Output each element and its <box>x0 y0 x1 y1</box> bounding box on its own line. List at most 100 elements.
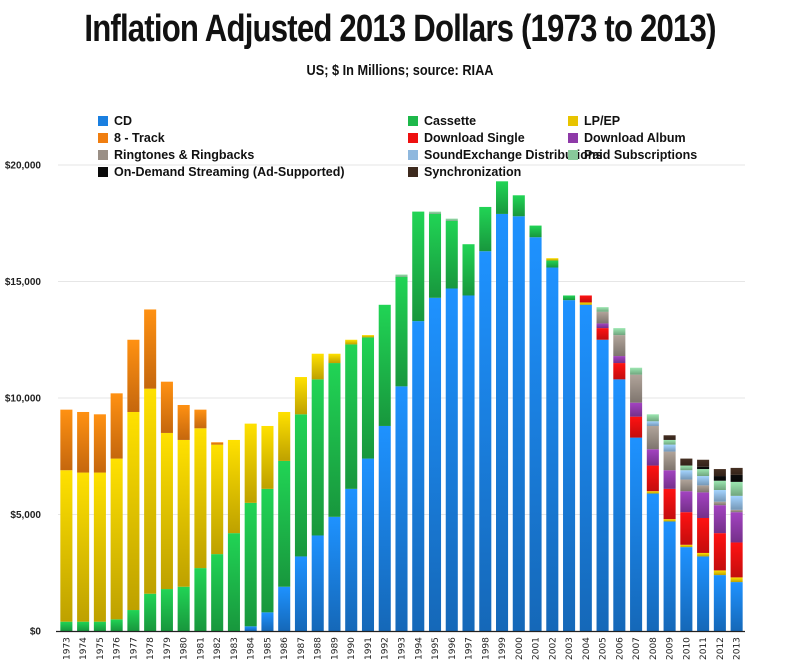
legend-swatch <box>408 150 418 160</box>
legend-swatch <box>568 116 578 126</box>
bar-stack <box>110 393 123 631</box>
bar-stack <box>496 181 509 631</box>
bar-segment <box>546 258 559 261</box>
legend-swatch <box>98 133 108 143</box>
bar-segment <box>294 556 307 631</box>
bar-segment <box>663 439 676 445</box>
legend-item: CD <box>98 114 132 128</box>
bar-segment <box>378 304 391 426</box>
bar-segment <box>697 485 710 493</box>
bar-segment <box>60 621 73 631</box>
bar-segment <box>646 449 659 466</box>
bar-segment <box>127 610 140 631</box>
bar-segment <box>177 439 190 587</box>
bar-segment <box>663 451 676 471</box>
legend-item: LP/EP <box>568 114 620 128</box>
x-tick-label: 1981 <box>196 637 206 660</box>
bar-stack <box>77 411 90 631</box>
bar-segment <box>596 323 609 329</box>
bar-segment <box>630 402 643 417</box>
x-tick-label: 2012 <box>716 637 726 660</box>
bar-segment <box>630 374 643 403</box>
bar-segment <box>278 411 291 461</box>
chart-title: Inflation Adjusted 2013 Dollars (1973 to… <box>84 8 716 50</box>
bar-segment <box>445 220 458 289</box>
bar-segment <box>512 216 525 631</box>
bar-stack <box>579 295 592 631</box>
bar-segment <box>110 619 123 631</box>
bar-segment <box>730 577 743 583</box>
bar-segment <box>244 502 257 627</box>
legend-item: Ringtones & Ringbacks <box>98 148 254 162</box>
bar-segment <box>613 335 626 357</box>
bar-stack <box>244 423 257 631</box>
x-tick-label: 1973 <box>62 637 72 660</box>
y-tick-label: $0 <box>30 627 42 638</box>
x-tick-label: 1984 <box>247 637 257 660</box>
legend-label: Paid Subscriptions <box>584 148 698 162</box>
bar-segment <box>160 589 173 631</box>
bar-segment <box>646 493 659 631</box>
bar-segment <box>713 505 726 534</box>
bar-stack <box>697 459 710 631</box>
bar-segment <box>529 237 542 632</box>
bar-segment <box>395 386 408 631</box>
bar-stack <box>194 409 207 631</box>
x-tick-label: 2011 <box>699 637 709 660</box>
legend-label: SoundExchange Distributions <box>424 148 603 162</box>
bar-segment <box>697 459 710 467</box>
bar-segment <box>361 337 375 459</box>
bar-stack <box>361 335 375 631</box>
bar-segment <box>730 582 743 631</box>
bar-segment <box>646 491 659 494</box>
bar-segment <box>361 335 375 338</box>
bar-stack <box>211 442 224 631</box>
x-tick-label: 1982 <box>213 637 223 660</box>
bar-segment <box>529 225 542 238</box>
bar-stack <box>261 425 274 631</box>
bar-segment <box>345 488 358 631</box>
bar-segment <box>127 339 140 412</box>
legend-item: Download Album <box>568 131 686 145</box>
bar-segment <box>663 444 676 452</box>
bar-segment <box>479 206 492 252</box>
bar-stack <box>345 339 358 631</box>
x-tick-label: 1978 <box>146 637 156 660</box>
legend-swatch <box>98 150 108 160</box>
bar-segment <box>77 472 90 622</box>
bar-segment <box>663 488 676 520</box>
y-tick-label: $20,000 <box>5 161 42 172</box>
x-tick-label: 1983 <box>230 637 240 660</box>
legend-swatch <box>98 167 108 177</box>
bar-segment <box>596 339 609 631</box>
bar-segment <box>378 425 391 631</box>
x-tick-label: 1991 <box>364 637 374 660</box>
bar-segment <box>697 466 710 470</box>
bar-segment <box>663 521 676 631</box>
legend-label: 8 - Track <box>114 131 165 145</box>
bar-segment <box>93 472 106 622</box>
bar-segment <box>596 311 609 324</box>
bar-segment <box>60 409 73 471</box>
y-tick-label: $5,000 <box>10 510 41 521</box>
bar-segment <box>713 490 726 502</box>
bar-segment <box>713 476 726 481</box>
bar-segment <box>445 218 458 221</box>
bar-segment <box>345 339 358 345</box>
x-tick-label: 1999 <box>498 637 508 660</box>
bar-segment <box>713 570 726 576</box>
legend-swatch <box>98 116 108 126</box>
bar-stack <box>730 467 743 631</box>
bar-segment <box>646 414 659 422</box>
bar-segment <box>278 586 291 631</box>
legend-item: SoundExchange Distributions <box>408 148 603 162</box>
x-tick-label: 2007 <box>632 637 642 660</box>
x-tick-label: 1974 <box>79 637 89 660</box>
bar-stack <box>462 244 475 631</box>
bar-segment <box>412 211 425 322</box>
bar-segment <box>311 353 324 380</box>
x-tick-label: 1986 <box>280 637 290 660</box>
bar-segment <box>211 442 224 445</box>
bar-segment <box>579 295 592 303</box>
